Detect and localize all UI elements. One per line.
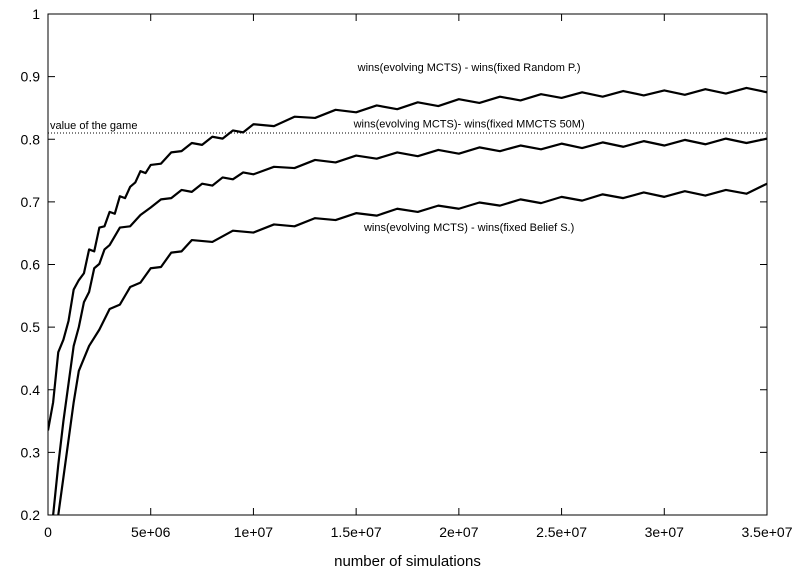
y-tick-label: 0.5 bbox=[21, 319, 41, 335]
ticks-layer bbox=[47, 13, 768, 516]
x-tick-label: 2.5e+07 bbox=[536, 524, 587, 540]
y-tick-label: 0.2 bbox=[21, 507, 41, 523]
y-tick-label: 0.8 bbox=[21, 131, 41, 147]
series-line-3 bbox=[57, 182, 767, 515]
x-tick-label: 3.5e+07 bbox=[742, 524, 793, 540]
x-tick-label: 1e+07 bbox=[234, 524, 274, 540]
x-tick-label: 0 bbox=[44, 524, 52, 540]
y-tick-label: 0.3 bbox=[21, 444, 41, 460]
y-tick-label: 0.9 bbox=[21, 69, 41, 85]
series-label-1: wins(evolving MCTS) - wins(fixed Random … bbox=[357, 62, 581, 74]
x-tick-label: 5e+06 bbox=[131, 524, 171, 540]
y-tick-label: 0.4 bbox=[21, 382, 41, 398]
y-tick-label: 0.7 bbox=[21, 194, 41, 210]
x-tick-label: 1.5e+07 bbox=[331, 524, 382, 540]
plot-area-frame bbox=[47, 13, 768, 516]
x-tick-label: 3e+07 bbox=[645, 524, 685, 540]
series-label-2: wins(evolving MCTS)- wins(fixed MMCTS 50… bbox=[353, 119, 585, 131]
series-layer bbox=[48, 86, 767, 515]
series-line-1 bbox=[48, 86, 767, 431]
y-tick-label: 0.6 bbox=[21, 257, 41, 273]
series-label-3: wins(evolving MCTS) - wins(fixed Belief … bbox=[363, 222, 574, 234]
y-tick-label: 1 bbox=[32, 6, 40, 22]
reference-line-label: value of the game bbox=[50, 120, 137, 132]
labels-layer: 0.2 0.3 0.4 0.5 0.6 0.7 0.8 0.9 1 0 5e+06 1e+07 1.5e… bbox=[21, 6, 793, 540]
series-line-2 bbox=[52, 137, 767, 515]
x-axis-label: number of simulations bbox=[334, 553, 481, 570]
x-tick-label: 2e+07 bbox=[439, 524, 479, 540]
